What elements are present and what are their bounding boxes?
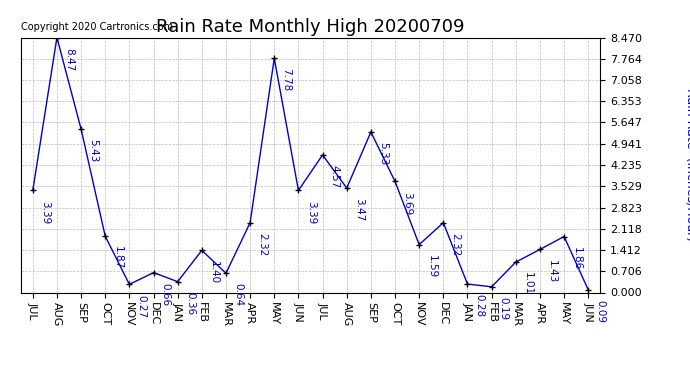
Text: 0.09: 0.09 (595, 300, 605, 323)
Text: 1.59: 1.59 (426, 255, 436, 278)
Text: 0.28: 0.28 (475, 294, 484, 317)
Text: 8.47: 8.47 (64, 48, 74, 71)
Text: 2.32: 2.32 (451, 233, 460, 256)
Text: 0.36: 0.36 (185, 292, 195, 315)
Text: 5.33: 5.33 (378, 142, 388, 165)
Text: 7.78: 7.78 (282, 69, 291, 92)
Text: 0.66: 0.66 (161, 283, 170, 306)
Text: 2.32: 2.32 (257, 233, 267, 256)
Text: 1.43: 1.43 (547, 260, 557, 283)
Text: 3.39: 3.39 (40, 201, 50, 224)
Text: 3.39: 3.39 (306, 201, 315, 224)
Text: Copyright 2020 Cartronics.com: Copyright 2020 Cartronics.com (21, 22, 172, 32)
Text: 1.87: 1.87 (112, 246, 122, 270)
Text: 3.69: 3.69 (402, 192, 412, 215)
Text: 3.47: 3.47 (354, 198, 364, 222)
Text: 1.40: 1.40 (209, 261, 219, 284)
Text: 5.43: 5.43 (88, 139, 98, 162)
Text: 4.57: 4.57 (330, 165, 339, 188)
Text: 0.27: 0.27 (137, 295, 146, 318)
Text: 0.19: 0.19 (499, 297, 509, 320)
Text: 1.86: 1.86 (571, 247, 581, 270)
Text: 0.64: 0.64 (233, 284, 243, 306)
Y-axis label: Rain Rate  (Inches/Hour): Rain Rate (Inches/Hour) (684, 88, 690, 242)
Title: Rain Rate Monthly High 20200709: Rain Rate Monthly High 20200709 (156, 18, 465, 36)
Text: 1.01: 1.01 (523, 272, 533, 296)
